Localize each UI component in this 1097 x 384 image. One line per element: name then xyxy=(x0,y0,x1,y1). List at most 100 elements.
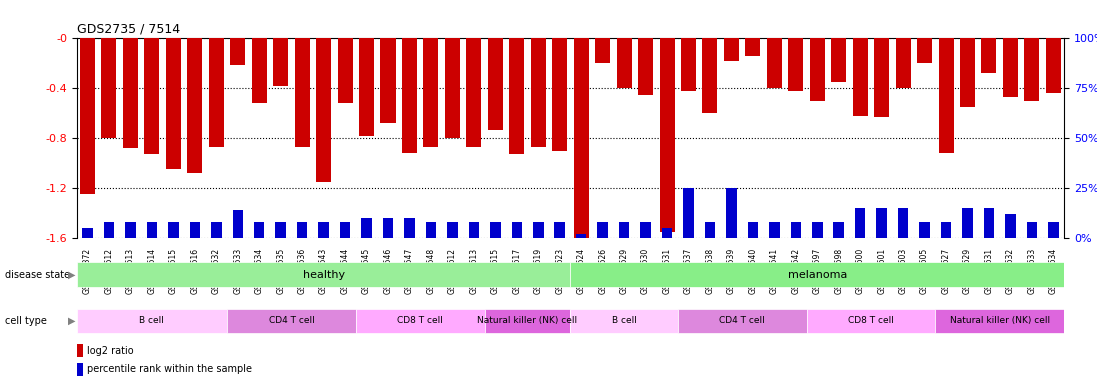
Text: CD8 T cell: CD8 T cell xyxy=(848,316,894,325)
Bar xyxy=(552,38,567,151)
Bar xyxy=(255,222,264,238)
Bar xyxy=(683,188,693,238)
Bar xyxy=(641,222,651,238)
Bar xyxy=(490,222,500,238)
Bar xyxy=(812,222,823,238)
Text: melanoma: melanoma xyxy=(788,270,847,280)
Text: Natural killer (NK) cell: Natural killer (NK) cell xyxy=(950,316,1050,325)
Text: GDS2735 / 7514: GDS2735 / 7514 xyxy=(77,23,180,36)
Text: Natural killer (NK) cell: Natural killer (NK) cell xyxy=(477,316,578,325)
Bar xyxy=(661,228,672,238)
Bar xyxy=(101,38,116,138)
Bar xyxy=(123,38,138,148)
Bar xyxy=(832,38,846,82)
Text: CD4 T cell: CD4 T cell xyxy=(269,316,315,325)
Bar xyxy=(208,38,224,147)
Bar xyxy=(468,222,479,238)
Bar xyxy=(338,38,352,103)
Bar xyxy=(576,234,587,238)
Text: CD4 T cell: CD4 T cell xyxy=(720,316,765,325)
Bar xyxy=(834,222,844,238)
Bar xyxy=(145,38,159,154)
Bar xyxy=(77,344,83,357)
FancyBboxPatch shape xyxy=(570,263,1064,286)
Bar xyxy=(166,38,181,169)
Bar xyxy=(316,38,331,182)
Bar xyxy=(617,38,632,88)
Bar xyxy=(533,222,543,238)
Bar xyxy=(810,38,825,101)
Bar xyxy=(982,38,996,73)
Bar xyxy=(423,38,439,147)
Bar xyxy=(895,38,911,88)
Bar xyxy=(789,38,803,91)
Bar xyxy=(574,38,589,238)
Bar xyxy=(77,363,83,376)
Text: B cell: B cell xyxy=(139,316,165,325)
FancyBboxPatch shape xyxy=(485,309,570,333)
Bar xyxy=(190,222,200,238)
Bar xyxy=(595,38,610,63)
Text: log2 ratio: log2 ratio xyxy=(87,346,134,356)
Bar xyxy=(511,222,522,238)
Bar xyxy=(488,38,502,129)
Bar xyxy=(702,38,717,113)
FancyBboxPatch shape xyxy=(570,309,678,333)
Bar xyxy=(275,222,286,238)
Bar xyxy=(960,38,975,107)
Bar xyxy=(466,38,482,147)
Bar xyxy=(897,208,908,238)
Bar xyxy=(984,208,994,238)
Bar xyxy=(383,218,393,238)
FancyBboxPatch shape xyxy=(355,309,485,333)
Bar xyxy=(147,222,157,238)
Bar xyxy=(104,222,114,238)
Bar xyxy=(791,222,801,238)
FancyBboxPatch shape xyxy=(77,263,570,286)
Bar xyxy=(82,228,93,238)
Text: disease state: disease state xyxy=(5,270,70,280)
Text: ▶: ▶ xyxy=(68,316,76,326)
Bar xyxy=(251,38,267,103)
Bar xyxy=(939,38,953,153)
Bar xyxy=(1027,222,1037,238)
Bar xyxy=(852,38,868,116)
Text: percentile rank within the sample: percentile rank within the sample xyxy=(87,364,251,374)
Bar xyxy=(233,210,244,238)
Text: B cell: B cell xyxy=(612,316,636,325)
Bar xyxy=(273,38,289,86)
Bar xyxy=(919,222,930,238)
Bar xyxy=(877,208,886,238)
Text: healthy: healthy xyxy=(303,270,344,280)
FancyBboxPatch shape xyxy=(936,309,1064,333)
Text: CD8 T cell: CD8 T cell xyxy=(397,316,443,325)
Bar xyxy=(168,222,179,238)
Bar xyxy=(704,222,715,238)
Bar xyxy=(381,38,396,123)
Bar xyxy=(361,218,372,238)
FancyBboxPatch shape xyxy=(678,309,806,333)
Bar xyxy=(426,222,437,238)
Bar xyxy=(1005,214,1016,238)
Bar xyxy=(230,38,246,65)
Bar xyxy=(855,208,866,238)
Bar xyxy=(359,38,374,136)
Bar xyxy=(297,222,307,238)
Bar xyxy=(531,38,545,147)
Text: ▶: ▶ xyxy=(68,270,76,280)
Bar xyxy=(1048,222,1059,238)
Bar xyxy=(619,222,630,238)
Bar xyxy=(874,38,890,117)
Bar xyxy=(1025,38,1040,101)
FancyBboxPatch shape xyxy=(77,309,227,333)
Bar xyxy=(340,222,350,238)
Bar xyxy=(295,38,309,147)
Bar xyxy=(554,222,565,238)
Bar xyxy=(748,222,758,238)
Bar xyxy=(318,222,329,238)
Bar xyxy=(188,38,202,173)
Bar xyxy=(745,38,760,56)
Bar xyxy=(448,222,457,238)
Bar xyxy=(404,218,415,238)
Text: cell type: cell type xyxy=(5,316,47,326)
